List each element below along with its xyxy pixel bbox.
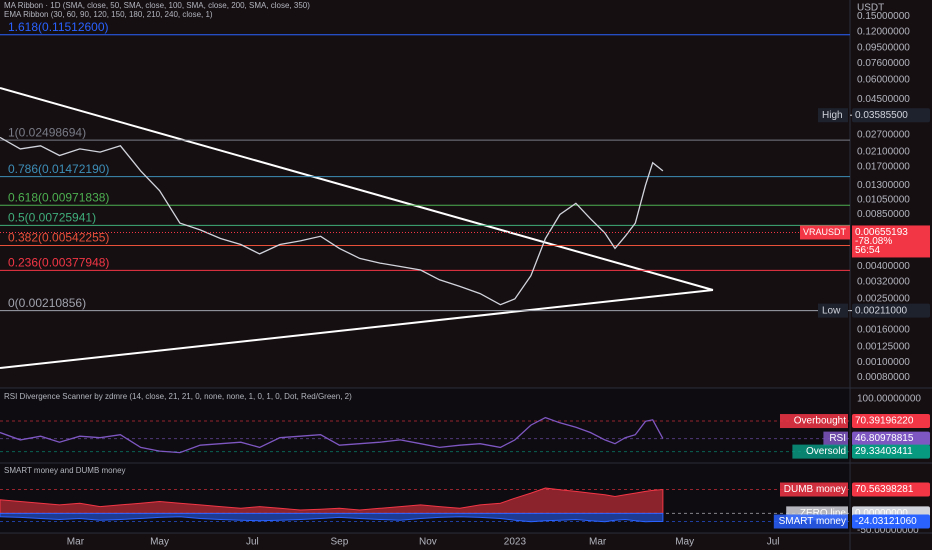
money-area: [0, 487, 664, 514]
fib-label: 0.382(0.00542255): [8, 231, 109, 245]
y-tick-label: 0.06000000: [857, 74, 910, 85]
y-tick-label: -50.00000000: [857, 525, 919, 536]
indicator-legend: EMA Ribbon (30, 60, 90, 120, 150, 180, 2…: [4, 10, 213, 19]
y-tick-label: 0.01050000: [857, 195, 910, 206]
level-value: -24.03121060: [855, 516, 917, 527]
level-value: 70.39196220: [855, 416, 914, 427]
currency: USDT: [857, 3, 884, 14]
x-tick-label: May: [150, 537, 169, 548]
y-tick-label: 0.04500000: [857, 94, 910, 105]
y-tick-label: 0.02700000: [857, 129, 910, 140]
level-name-box: [773, 514, 848, 529]
level-name-box: [823, 431, 848, 446]
marker-name: Low: [822, 305, 841, 316]
y-tick-label: 0.00400000: [857, 261, 910, 272]
countdown: 56:54: [855, 245, 880, 256]
x-tick-label: Mar: [67, 537, 85, 548]
fib-label: 0.236(0.00377948): [8, 256, 109, 270]
marker-value-box: [852, 303, 930, 318]
x-tick-label: Mar: [589, 537, 607, 548]
level-value-box: [852, 431, 930, 446]
x-tick-label: Jul: [767, 537, 780, 548]
level-value: 0.00000000: [855, 508, 908, 519]
symbol-box: [800, 225, 850, 240]
y-tick-label: 0.00100000: [857, 357, 910, 368]
y-tick-label: 0.00160000: [857, 324, 910, 335]
level-value-box: [852, 444, 930, 459]
marker-name-box: [818, 108, 848, 123]
level-value-box: [852, 514, 930, 529]
level-name: ZERO line: [800, 508, 847, 519]
y-tick-label: 0.01700000: [857, 161, 910, 172]
level-value-box: [852, 482, 930, 497]
y-tick-label: 0.09500000: [857, 43, 910, 54]
y-tick-label: 0.00125000: [857, 341, 910, 352]
last-box: [852, 225, 930, 258]
y-tick-label: 0.01300000: [857, 180, 910, 191]
level-value: 70.56398281: [855, 484, 914, 495]
x-tick-label: May: [675, 537, 694, 548]
fib-label: 0.786(0.01472190): [8, 162, 109, 176]
level-value: 46.80978815: [855, 433, 914, 444]
fib-label: 0.5(0.00725941): [8, 211, 96, 225]
level-value: 29.33403411: [855, 446, 913, 457]
y-tick-label: 0.00850000: [857, 209, 910, 220]
level-name: Overbought: [794, 416, 846, 427]
y-tick-label: 0.12000000: [857, 26, 910, 37]
fib-label: 1(0.02498694): [8, 125, 86, 139]
last-change: -78.08%: [855, 236, 892, 247]
x-tick-label: Jul: [246, 537, 259, 548]
level-name: DUMB money: [784, 484, 846, 495]
fib-label: 0(0.00210856): [8, 296, 86, 310]
level-name-box: [780, 414, 848, 429]
y-tick-label: 0.02100000: [857, 147, 910, 158]
y-tick-label: 0.00250000: [857, 294, 910, 305]
level-name: RSI: [829, 433, 846, 444]
fib-label: 0.618(0.00971838): [8, 190, 109, 204]
last-price: 0.00655193: [855, 227, 908, 238]
level-name-box: [792, 444, 848, 459]
y-tick-label: 100.00000000: [857, 394, 921, 405]
marker-value-box: [852, 108, 930, 123]
marker-value: 0.00211000: [855, 305, 908, 316]
y-tick-label: 0.07600000: [857, 58, 910, 69]
price-line: [0, 416, 664, 454]
symbol: VRAUSDT: [803, 227, 847, 237]
level-name-box: [780, 482, 848, 497]
x-tick-label: Nov: [419, 537, 437, 548]
rsi-title: RSI Divergence Scanner by zdmre (14, clo…: [4, 392, 352, 401]
level-name: SMART money: [779, 516, 846, 527]
level-value-box: [852, 414, 930, 429]
y-tick-label: 0.15000000: [857, 11, 910, 22]
fib-label: 1.618(0.11512600): [8, 20, 109, 34]
y-tick-label: 0.00080000: [857, 372, 910, 383]
x-tick-label: 2023: [504, 537, 527, 548]
y-tick-label: 0.00320000: [857, 277, 910, 288]
x-tick-label: Sep: [331, 537, 349, 548]
trendline: [0, 87, 714, 291]
marker-value: 0.03585500: [855, 110, 908, 121]
price-line: [0, 136, 664, 306]
indicator-legend: MA Ribbon · 1D (SMA, close, 50, SMA, clo…: [4, 1, 310, 10]
marker-name: High: [822, 110, 843, 121]
trendline: [0, 289, 714, 369]
money-area: [0, 512, 664, 523]
level-name: Oversold: [806, 446, 846, 457]
marker-name-box: [818, 303, 848, 318]
money-title: SMART money and DUMB money: [4, 466, 126, 475]
